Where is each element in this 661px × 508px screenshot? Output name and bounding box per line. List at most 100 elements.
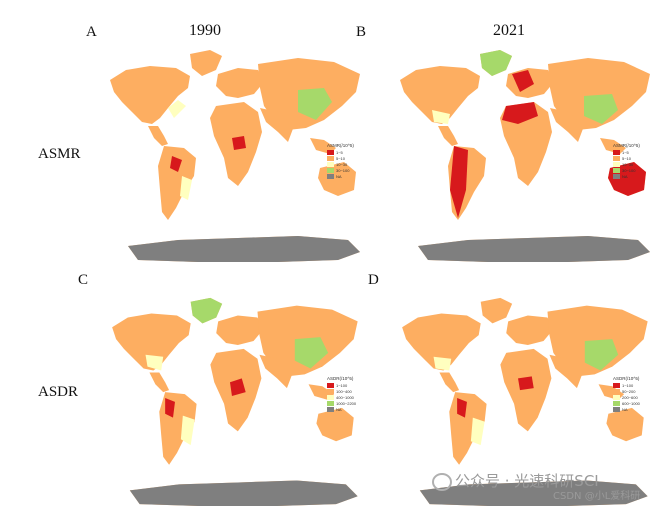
legend-a-label: 30~100 — [336, 168, 350, 173]
legend-a-label: 5~10 — [336, 156, 346, 161]
legend-swatch — [613, 389, 620, 394]
year-label-a: 1990 — [189, 22, 221, 39]
legend-a-label: 10~30 — [336, 162, 348, 167]
map-b-region-europe — [512, 70, 534, 92]
legend-swatch — [327, 383, 334, 388]
legend-b-item: 5~10 — [613, 156, 640, 162]
legend-b-label: 10~30 — [622, 162, 634, 167]
legend-swatch — [613, 407, 620, 412]
legend-a-item: NA — [327, 174, 354, 180]
map-b-antarctica — [418, 236, 650, 262]
legend-a-item: 30~100 — [327, 168, 354, 174]
map-c-region-argentina — [180, 415, 195, 446]
legend-d-title: ASDR(/10^5) — [613, 376, 640, 381]
map-c-region-central-africa — [229, 378, 246, 397]
legend-a-label: 1~5 — [336, 150, 343, 155]
map-a-region-central-africa — [232, 136, 246, 150]
legend-swatch — [327, 407, 334, 412]
world-map-c — [112, 297, 358, 507]
legend-c-item: 1000~2200 — [327, 401, 356, 407]
map-d-region-usa — [433, 356, 452, 371]
year-label-b: 2021 — [493, 22, 525, 39]
row-label-asdr: ASDR — [38, 384, 79, 400]
legend-d-label: NA — [622, 407, 628, 412]
legend-d: ASDR(/10^5) 1~100 50~200 200~600 600~100… — [613, 376, 640, 413]
legend-c-title: ASDR(/10^5) — [327, 376, 354, 381]
map-b-region-usa — [432, 110, 450, 124]
legend-c-item: 1~100 — [327, 383, 356, 389]
watermark-main-text: 公众号 · 光速科研SCI — [455, 472, 599, 490]
map-a-landmass — [110, 50, 360, 262]
legend-d-item: 1~100 — [613, 383, 640, 389]
legend-swatch — [613, 395, 620, 400]
map-d-region-central-africa — [518, 376, 534, 391]
legend-swatch — [613, 401, 620, 406]
legend-c-label: NA — [336, 407, 342, 412]
map-b-region-south-america-west — [450, 146, 468, 218]
legend-b-label: 30~100 — [622, 168, 636, 173]
map-b-region-greenland — [480, 50, 512, 76]
legend-d-item: 200~600 — [613, 395, 640, 401]
legend-b-label: 5~10 — [622, 156, 632, 161]
map-d-antarctica — [419, 480, 648, 507]
wechat-icon — [432, 472, 452, 491]
legend-c: ASDR(/10^5) 1~100 100~400 400~1000 1000~… — [327, 376, 356, 413]
legend-a-item: 5~10 — [327, 156, 354, 162]
legend-swatch — [327, 395, 334, 400]
legend-b: ASMR(/10^5) 1~5 5~10 10~30 30~100 NA — [613, 143, 640, 180]
legend-a-item: 10~30 — [327, 162, 354, 168]
panel-letter-a: A — [86, 24, 97, 40]
watermark-csdn: CSDN @小L爱科研 — [553, 491, 641, 502]
map-d-region-peru — [457, 398, 467, 418]
legend-swatch — [327, 162, 334, 167]
legend-d-label: 1~100 — [622, 383, 634, 388]
legend-b-title: ASMR(/10^5) — [613, 143, 640, 148]
legend-swatch — [327, 156, 334, 161]
map-a-antarctica — [128, 236, 360, 262]
legend-c-item: 400~1000 — [327, 395, 356, 401]
legend-swatch — [327, 150, 334, 155]
map-c-region-greenland — [190, 297, 223, 324]
legend-a-item: 1~5 — [327, 150, 354, 156]
map-c-region-china — [294, 337, 329, 369]
legend-a-label: NA — [336, 174, 342, 179]
legend-b-item: 10~30 — [613, 162, 640, 168]
legend-swatch — [327, 168, 334, 173]
watermark-main: 公众号 · 光速科研SCI — [432, 470, 599, 491]
world-map-b — [400, 50, 650, 262]
legend-c-label: 1000~2200 — [336, 401, 357, 406]
world-map-d — [402, 297, 648, 507]
legend-b-item: 1~5 — [613, 150, 640, 156]
legend-c-label: 1~100 — [336, 383, 348, 388]
map-c-landmass — [112, 297, 358, 507]
legend-swatch — [613, 162, 620, 167]
world-map-a — [110, 50, 360, 262]
legend-c-label: 100~400 — [336, 389, 352, 394]
map-b-region-north-africa — [502, 102, 538, 124]
legend-a: ASMR(/10^5) 1~5 5~10 10~30 30~100 NA — [327, 143, 354, 180]
legend-d-item: 600~1000 — [613, 401, 640, 407]
legend-swatch — [613, 150, 620, 155]
legend-a-title: ASMR(/10^5) — [327, 143, 354, 148]
legend-c-item: NA — [327, 407, 356, 413]
map-a-region-china — [298, 88, 332, 120]
legend-swatch — [613, 156, 620, 161]
legend-b-item: NA — [613, 174, 640, 180]
legend-c-item: 100~400 — [327, 389, 356, 395]
legend-d-item: 50~200 — [613, 389, 640, 395]
legend-swatch — [613, 174, 620, 179]
map-d-region-china — [584, 339, 619, 371]
legend-d-label: 50~200 — [622, 389, 636, 394]
legend-b-label: NA — [622, 174, 628, 179]
legend-b-label: 1~5 — [622, 150, 629, 155]
legend-b-item: 30~100 — [613, 168, 640, 174]
legend-d-label: 200~600 — [622, 395, 638, 400]
map-c-antarctica — [129, 480, 358, 507]
legend-d-label: 600~1000 — [622, 401, 640, 406]
map-a-region-usa — [168, 100, 186, 118]
legend-swatch — [613, 383, 620, 388]
panel-letter-d: D — [368, 272, 379, 288]
panel-letter-b: B — [356, 24, 367, 40]
legend-swatch — [327, 401, 334, 406]
legend-swatch — [613, 168, 620, 173]
